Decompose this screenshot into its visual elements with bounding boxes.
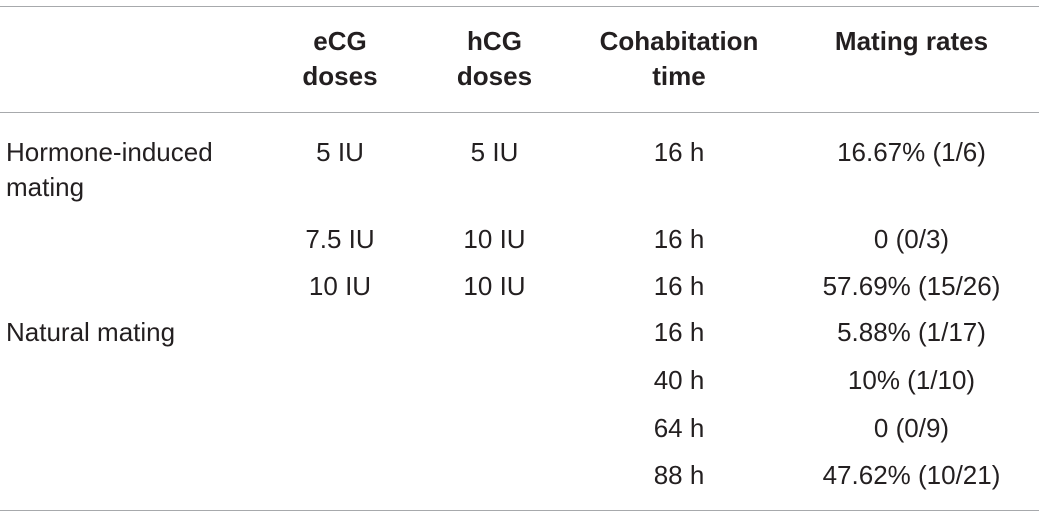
row-1-ecg: 7.5 IU	[305, 224, 375, 254]
row-3-rate: 5.88% (1/17)	[837, 317, 986, 347]
row-2-rate: 57.69% (15/26)	[822, 271, 1001, 301]
row-5-time: 64 h	[653, 413, 705, 443]
row-6-rate: 47.62% (10/21)	[822, 460, 1001, 490]
header-ecg-line2: doses	[302, 61, 378, 91]
row-5-rate: 0 (0/9)	[873, 413, 950, 443]
row-4-time: 40 h	[653, 365, 705, 395]
row-6-time: 88 h	[653, 460, 705, 490]
header-hcg-line2: doses	[456, 61, 533, 91]
table-bottom-rule	[0, 510, 1039, 511]
header-hcg-doses: hCG doses	[432, 24, 557, 94]
header-time-line1: Cohabitation	[599, 26, 759, 56]
row-1-rate: 0 (0/3)	[873, 224, 950, 254]
row-0-rate: 16.67% (1/6)	[837, 137, 986, 167]
row-0-hcg: 5 IU	[470, 137, 519, 167]
row-1-hcg: 10 IU	[463, 224, 526, 254]
table-top-rule	[0, 6, 1039, 7]
row-0-ecg: 5 IU	[316, 137, 364, 167]
row-2-hcg: 10 IU	[463, 271, 526, 301]
row-3-group: Natural mating	[6, 317, 176, 347]
row-2-ecg: 10 IU	[308, 271, 372, 301]
row-4-rate: 10% (1/10)	[847, 365, 976, 395]
header-hcg-line1: hCG	[467, 26, 522, 56]
row-3-time: 16 h	[653, 317, 705, 347]
header-time-line2: time	[652, 61, 706, 91]
header-mating-rates: Mating rates	[800, 24, 1023, 59]
header-ecg-doses: eCG doses	[280, 24, 400, 94]
header-ecg-line1: eCG	[313, 26, 367, 56]
row-1-time: 16 h	[653, 224, 705, 254]
header-cohabitation-time: Cohabitation time	[590, 24, 768, 94]
table-header-rule	[0, 112, 1039, 113]
row-2-time: 16 h	[653, 271, 705, 301]
header-rate-label: Mating rates	[834, 26, 989, 56]
row-0-time: 16 h	[653, 137, 705, 167]
row-0-group: Hormone-induced mating	[6, 137, 213, 202]
